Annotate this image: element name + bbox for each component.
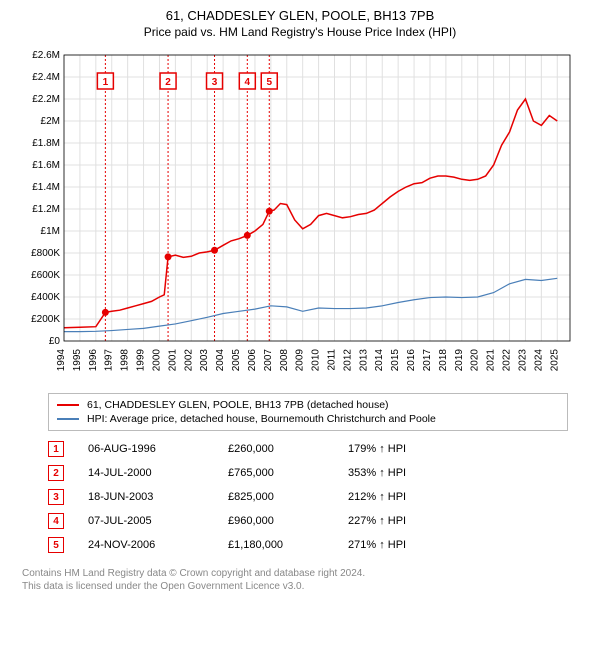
event-row: 3 18-JUN-2003£825,000212% ↑ HPI	[48, 485, 568, 509]
svg-text:2011: 2011	[327, 349, 338, 371]
svg-text:2025: 2025	[549, 349, 560, 372]
svg-text:2010: 2010	[311, 349, 322, 372]
event-date: 14-JUL-2000	[88, 467, 228, 479]
svg-text:2005: 2005	[231, 349, 242, 372]
svg-text:1: 1	[103, 77, 109, 88]
svg-text:2014: 2014	[374, 349, 385, 372]
event-badge: 2	[48, 465, 64, 481]
svg-text:2015: 2015	[390, 349, 401, 372]
svg-text:2002: 2002	[183, 349, 194, 372]
event-row: 5 24-NOV-2006£1,180,000271% ↑ HPI	[48, 533, 568, 557]
event-hpi-delta: 227% ↑ HPI	[348, 515, 488, 527]
chart-title: 61, CHADDESLEY GLEN, POOLE, BH13 7PB	[10, 8, 590, 23]
svg-text:1994: 1994	[56, 349, 67, 372]
svg-text:2023: 2023	[517, 349, 528, 372]
svg-text:£1M: £1M	[41, 226, 60, 237]
svg-text:£1.8M: £1.8M	[32, 138, 60, 149]
event-price: £825,000	[228, 491, 348, 503]
svg-text:2013: 2013	[358, 349, 369, 372]
svg-text:2001: 2001	[167, 349, 178, 372]
event-row: 2 14-JUL-2000£765,000353% ↑ HPI	[48, 461, 568, 485]
event-date: 24-NOV-2006	[88, 539, 228, 551]
event-hpi-delta: 353% ↑ HPI	[348, 467, 488, 479]
svg-text:£2.2M: £2.2M	[32, 94, 60, 105]
svg-text:£400K: £400K	[31, 292, 60, 303]
legend-item: 61, CHADDESLEY GLEN, POOLE, BH13 7PB (de…	[57, 398, 559, 412]
legend-swatch	[57, 418, 79, 420]
svg-text:1998: 1998	[120, 349, 131, 372]
chart-title-block: 61, CHADDESLEY GLEN, POOLE, BH13 7PB Pri…	[10, 8, 590, 39]
svg-text:2017: 2017	[422, 349, 433, 372]
footer-line-1: Contains HM Land Registry data © Crown c…	[22, 567, 578, 580]
svg-text:2019: 2019	[454, 349, 465, 372]
svg-text:£0: £0	[49, 336, 61, 347]
svg-text:£1.2M: £1.2M	[32, 204, 60, 215]
svg-text:£600K: £600K	[31, 270, 60, 281]
legend-label: 61, CHADDESLEY GLEN, POOLE, BH13 7PB (de…	[87, 399, 389, 411]
svg-text:2009: 2009	[295, 349, 306, 372]
svg-text:£2.6M: £2.6M	[32, 50, 60, 61]
event-badge: 3	[48, 489, 64, 505]
footer-line-2: This data is licensed under the Open Gov…	[22, 580, 578, 593]
svg-text:5: 5	[266, 77, 272, 88]
svg-text:2006: 2006	[247, 349, 258, 372]
svg-text:2021: 2021	[486, 349, 497, 372]
event-price: £960,000	[228, 515, 348, 527]
svg-text:4: 4	[245, 77, 251, 88]
event-row: 4 07-JUL-2005£960,000227% ↑ HPI	[48, 509, 568, 533]
svg-text:2016: 2016	[406, 349, 417, 372]
svg-text:2018: 2018	[438, 349, 449, 372]
svg-text:1999: 1999	[136, 349, 147, 372]
event-badge: 1	[48, 441, 64, 457]
svg-text:£1.4M: £1.4M	[32, 182, 60, 193]
svg-text:£1.6M: £1.6M	[32, 160, 60, 171]
event-price: £765,000	[228, 467, 348, 479]
svg-text:2007: 2007	[263, 349, 274, 372]
svg-text:1996: 1996	[88, 349, 99, 372]
svg-text:2022: 2022	[502, 349, 513, 372]
svg-text:2004: 2004	[215, 349, 226, 372]
legend-box: 61, CHADDESLEY GLEN, POOLE, BH13 7PB (de…	[48, 393, 568, 431]
chart-svg: £0 £200K £400K £600K £800K £1M £1.2M £1.4M £1.6M…	[20, 45, 580, 385]
svg-text:£2.4M: £2.4M	[32, 72, 60, 83]
event-row: 1 06-AUG-1996£260,000179% ↑ HPI	[48, 437, 568, 461]
legend-label: HPI: Average price, detached house, Bour…	[87, 413, 436, 425]
event-date: 07-JUL-2005	[88, 515, 228, 527]
svg-text:2012: 2012	[342, 349, 353, 372]
event-badge: 4	[48, 513, 64, 529]
event-hpi-delta: 179% ↑ HPI	[348, 443, 488, 455]
legend-swatch	[57, 404, 79, 406]
svg-text:2020: 2020	[470, 349, 481, 372]
event-hpi-delta: 271% ↑ HPI	[348, 539, 488, 551]
event-date: 18-JUN-2003	[88, 491, 228, 503]
svg-text:2003: 2003	[199, 349, 210, 372]
event-badge: 5	[48, 537, 64, 553]
svg-text:2008: 2008	[279, 349, 290, 372]
event-date: 06-AUG-1996	[88, 443, 228, 455]
svg-text:2000: 2000	[151, 349, 162, 372]
svg-text:£200K: £200K	[31, 314, 60, 325]
chart-area: £0 £200K £400K £600K £800K £1M £1.2M £1.4M £1.6M…	[20, 45, 580, 385]
svg-text:1995: 1995	[72, 349, 83, 372]
chart-subtitle: Price paid vs. HM Land Registry's House …	[10, 25, 590, 39]
footer-attribution: Contains HM Land Registry data © Crown c…	[22, 567, 578, 593]
svg-text:2024: 2024	[533, 349, 544, 372]
svg-text:3: 3	[212, 77, 218, 88]
svg-text:£2M: £2M	[41, 116, 60, 127]
event-price: £260,000	[228, 443, 348, 455]
svg-text:2: 2	[165, 77, 171, 88]
legend-item: HPI: Average price, detached house, Bour…	[57, 412, 559, 426]
events-table: 1 06-AUG-1996£260,000179% ↑ HPI 2 14-JUL-20…	[48, 437, 568, 557]
event-hpi-delta: 212% ↑ HPI	[348, 491, 488, 503]
event-price: £1,180,000	[228, 539, 348, 551]
chart-container: 61, CHADDESLEY GLEN, POOLE, BH13 7PB Pri…	[0, 0, 600, 601]
svg-text:1997: 1997	[104, 349, 115, 372]
svg-text:£800K: £800K	[31, 248, 60, 259]
